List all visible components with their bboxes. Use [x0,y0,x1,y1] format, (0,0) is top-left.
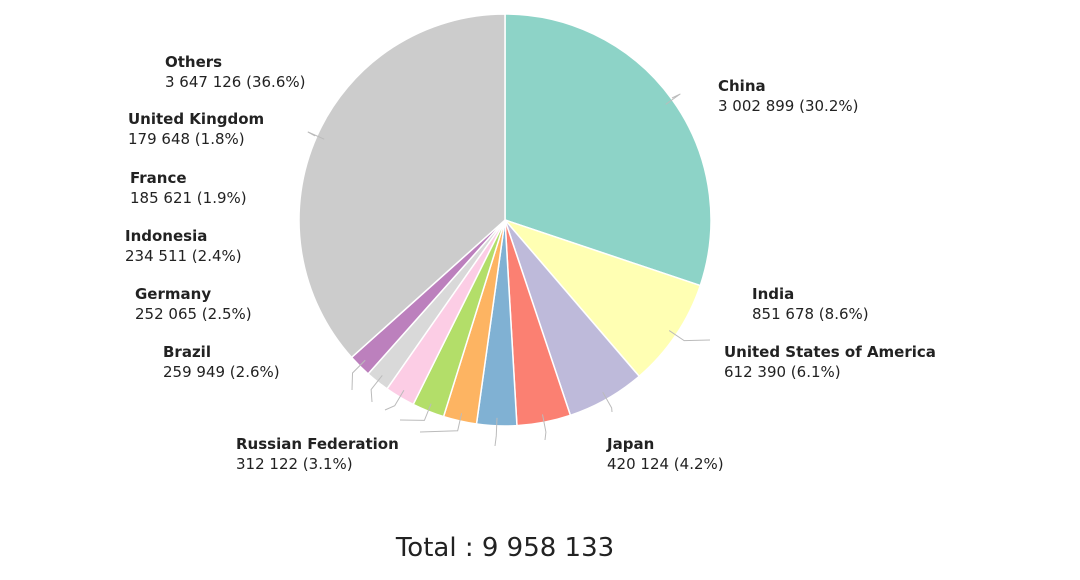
slice-name: Others [165,53,222,71]
slice-name: India [752,285,794,303]
leader-line [668,330,711,342]
slice-value-label: 234 511 (2.4%) [125,247,242,265]
leader-line [351,359,366,391]
slice-name: Japan [606,435,654,453]
slice-name: France [130,169,187,187]
leader-line [370,375,383,403]
leader-line [665,93,681,105]
leader-line [602,391,613,413]
leader-line [542,414,547,441]
slice-value-label: 420 124 (4.2%) [607,455,724,473]
slice-value-label: 312 122 (3.1%) [236,455,353,473]
slice-name: United Kingdom [128,110,264,128]
slice-name: Russian Federation [236,435,399,453]
slice-value-label: 612 390 (6.1%) [724,363,841,381]
total-label: Total : 9 958 133 [395,533,614,563]
leader-line [494,417,498,447]
leader-line [384,389,405,411]
slice-value-label: 252 065 (2.5%) [135,305,252,323]
slice-value-label: 851 678 (8.6%) [752,305,869,323]
slice-name: Indonesia [125,227,207,245]
slice-value-label: 3 647 126 (36.6%) [165,73,305,91]
slice-name: Germany [135,285,211,303]
leader-line [419,413,463,433]
slice-value-label: 179 648 (1.8%) [128,130,245,148]
slice-value-label: 259 949 (2.6%) [163,363,280,381]
leader-line [399,403,432,421]
slice-name: United States of America [724,343,936,361]
slice-name: China [718,77,766,95]
slice-name: Brazil [163,343,211,361]
leader-line [307,131,325,140]
slice-value-label: 3 002 899 (30.2%) [718,97,858,115]
slice-value-label: 185 621 (1.9%) [130,189,247,207]
